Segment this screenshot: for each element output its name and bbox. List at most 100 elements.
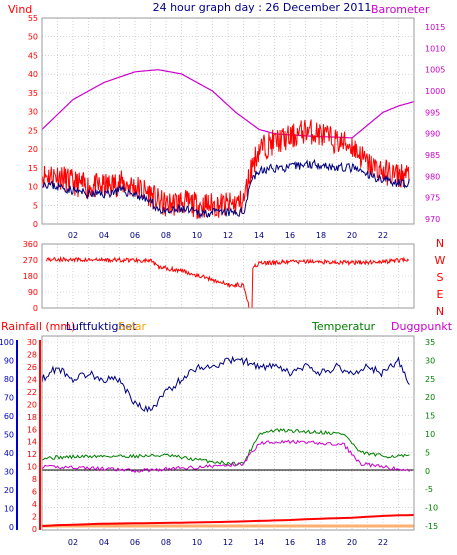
compass-label: W <box>435 254 446 267</box>
wind-x-tick-label: 04 <box>99 231 109 240</box>
temperature-tick-label: -5 <box>425 485 433 494</box>
compass-label: N <box>436 305 444 318</box>
rain-tick-label: 70 <box>4 394 14 403</box>
humidity-tick-label: 22 <box>27 388 37 397</box>
rain-tick-label: 50 <box>4 431 14 440</box>
humidity-tick-label: 14 <box>27 438 37 447</box>
dewpoint-line <box>41 439 410 474</box>
humidity-line <box>41 355 410 413</box>
humidity-tick-label: 2 <box>32 513 37 522</box>
wind-y-tick-label: 10 <box>28 183 38 192</box>
legend-rainfall: Rainfall (mm) <box>1 320 75 333</box>
legend-dewpoint: Duggpunkt <box>391 320 453 333</box>
humidity-tick-label: 4 <box>32 500 37 509</box>
humidity-tick-label: 24 <box>27 375 37 384</box>
barometer-tick-label: 1000 <box>425 87 445 96</box>
rainfall-line <box>41 514 415 528</box>
humidity-tick-label: 6 <box>32 488 37 497</box>
wind-y-tick-label: 45 <box>28 51 38 60</box>
lower-x-tick-label: 14 <box>254 538 264 547</box>
legend-humidity: Luftfuktighet <box>66 320 137 333</box>
rain-tick-label: 10 <box>4 505 14 514</box>
lower-x-tick-label: 06 <box>130 538 140 547</box>
lower-x-tick-label: 02 <box>68 538 78 547</box>
rain-tick-label: 80 <box>4 375 14 384</box>
barometer-tick-label: 975 <box>425 194 440 203</box>
direction-plot-frame <box>41 243 415 309</box>
humidity-tick-label: 8 <box>32 475 37 484</box>
direction-tick-label: 360 <box>23 240 38 249</box>
rain-tick-label: 100 <box>0 338 14 347</box>
temperature-tick-label: 5 <box>425 448 430 457</box>
rain-tick-label: 0 <box>9 523 14 532</box>
compass-label: S <box>437 271 444 284</box>
humidity-tick-label: 30 <box>27 338 37 347</box>
temperature-tick-label: 0 <box>425 467 430 476</box>
wind-x-tick-label: 12 <box>223 231 233 240</box>
wind-direction-line <box>46 255 410 309</box>
temperature-tick-label: 25 <box>425 375 435 384</box>
wind-x-tick-label: 10 <box>192 231 202 240</box>
chart-title: 24 hour graph day : 26 December 2011 <box>153 1 372 14</box>
temperature-tick-label: -10 <box>425 504 438 513</box>
temperature-tick-label: 15 <box>425 412 435 421</box>
direction-tick-label: 180 <box>23 272 38 281</box>
wind-y-tick-label: 20 <box>28 145 38 154</box>
temperature-tick-label: 35 <box>425 338 435 347</box>
temperature-tick-label: 20 <box>425 393 435 402</box>
barometer-tick-label: 1010 <box>425 44 445 53</box>
rain-tick-label: 40 <box>4 449 14 458</box>
wind-x-tick-label: 08 <box>161 231 171 240</box>
wind-x-tick-label: 16 <box>285 231 295 240</box>
wind-y-tick-label: 30 <box>28 108 38 117</box>
wind-y-tick-label: 40 <box>28 70 38 79</box>
lower-x-tick-label: 16 <box>285 538 295 547</box>
temperature-tick-label: 30 <box>425 356 435 365</box>
lower-x-tick-label: 12 <box>223 538 233 547</box>
barometer-tick-label: 980 <box>425 172 440 181</box>
wind-average-line <box>42 158 410 220</box>
humidity-tick-label: 26 <box>27 363 37 372</box>
wind-axis-title: Vind <box>8 3 32 16</box>
humidity-tick-label: 10 <box>27 463 37 472</box>
wind-gust-line <box>41 119 410 219</box>
barometer-tick-label: 985 <box>425 151 440 160</box>
wind-y-tick-label: 35 <box>28 89 38 98</box>
compass-label: E <box>437 288 444 301</box>
barometer-tick-label: 990 <box>425 130 440 139</box>
legend-solar: Solar <box>118 320 147 333</box>
wind-x-tick-label: 18 <box>316 231 326 240</box>
wind-x-tick-label: 06 <box>130 231 140 240</box>
legend-temperature: Temperatur <box>311 320 376 333</box>
wind-x-tick-label: 22 <box>378 231 388 240</box>
humidity-tick-label: 0 <box>32 525 37 534</box>
lower-x-tick-label: 10 <box>192 538 202 547</box>
barometer-axis-title: Barometer <box>371 3 430 16</box>
compass-label: N <box>436 237 444 250</box>
lower-x-tick-label: 22 <box>378 538 388 547</box>
wind-y-tick-label: 25 <box>28 126 38 135</box>
barometer-tick-label: 1005 <box>425 66 445 75</box>
temperature-tick-label: 10 <box>425 430 435 439</box>
wind-x-tick-label: 02 <box>68 231 78 240</box>
lower-panel-legend: Rainfall (mm) Luftfuktighet Solar Temper… <box>1 320 453 333</box>
direction-tick-label: 0 <box>33 304 38 313</box>
wind-y-tick-label: 55 <box>28 14 38 23</box>
humidity-tick-label: 28 <box>27 350 37 359</box>
direction-tick-label: 270 <box>23 256 38 265</box>
barometer-tick-label: 1015 <box>425 23 445 32</box>
wind-y-tick-label: 50 <box>28 33 38 42</box>
temperature-tick-label: -15 <box>425 522 438 531</box>
wind-x-tick-label: 20 <box>347 231 357 240</box>
barometer-tick-label: 995 <box>425 108 440 117</box>
humidity-tick-label: 18 <box>27 413 37 422</box>
direction-tick-label: 90 <box>28 288 38 297</box>
wind-y-tick-label: 0 <box>33 220 38 229</box>
rain-tick-label: 60 <box>4 412 14 421</box>
lower-x-tick-label: 18 <box>316 538 326 547</box>
rain-tick-label: 20 <box>4 486 14 495</box>
lower-x-tick-label: 20 <box>347 538 357 547</box>
wind-plot-frame <box>41 17 415 225</box>
humidity-tick-label: 20 <box>27 400 37 409</box>
